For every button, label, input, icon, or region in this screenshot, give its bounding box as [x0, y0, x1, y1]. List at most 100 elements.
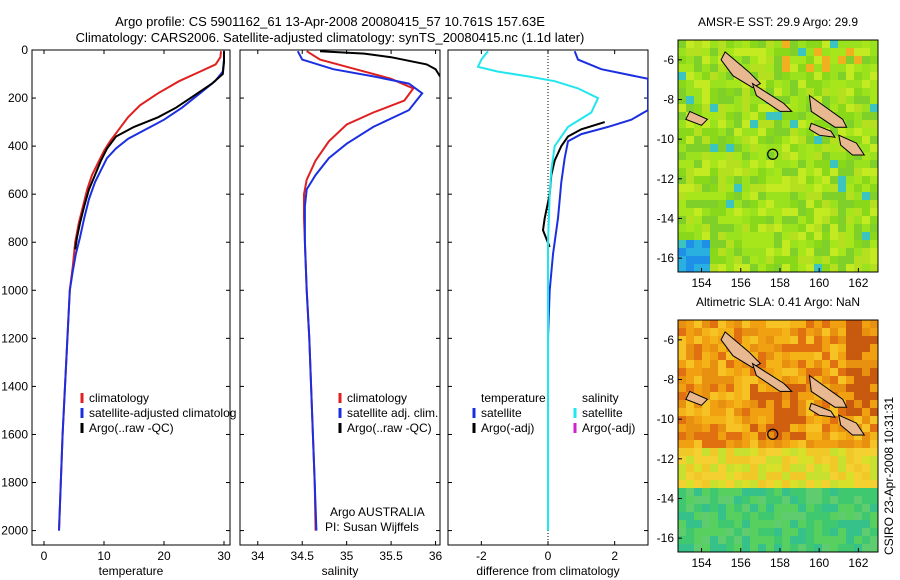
- sla_map-cell: [766, 360, 775, 369]
- sst_map-cell: [750, 216, 759, 225]
- sst_map-cell: [806, 144, 815, 153]
- sla_map-cell: [678, 416, 687, 425]
- sla_map-cell: [702, 400, 711, 409]
- sla_map-cell: [758, 472, 767, 481]
- sst_map-cell: [782, 256, 791, 265]
- sla_map-cell: [790, 336, 799, 345]
- sst_map-cell: [702, 96, 711, 105]
- sla_map-cell: [846, 536, 855, 545]
- sst_map-cell: [870, 168, 879, 177]
- sla_map-cell: [710, 440, 719, 449]
- sst_map-cell: [750, 248, 759, 257]
- sst_map-cell: [854, 256, 863, 265]
- sla_map-cell: [774, 424, 783, 433]
- sla_map-cell: [758, 376, 767, 385]
- sla_map-cell: [862, 544, 871, 553]
- sst_map-cell: [726, 232, 735, 241]
- sst_map-cell: [806, 80, 815, 89]
- sla_map-cell: [694, 544, 703, 553]
- sst_map-cell: [750, 144, 759, 153]
- sst_map-cell: [734, 96, 743, 105]
- sst_map-cell: [822, 56, 831, 65]
- sst_map-cell: [734, 48, 743, 57]
- sst_map-cell: [798, 128, 807, 137]
- sla_map-cell: [766, 528, 775, 537]
- sla_map-cell: [822, 464, 831, 473]
- sla_map-cell: [758, 464, 767, 473]
- sst_map-cell: [734, 88, 743, 97]
- sla_map-cell: [790, 512, 799, 521]
- sla_map-cell: [686, 400, 695, 409]
- sla_map-cell: [774, 504, 783, 513]
- sla_map-cell: [702, 320, 711, 329]
- sst_map-cell: [766, 208, 775, 217]
- sla_map-cell: [710, 400, 719, 409]
- sst_map-cell: [854, 216, 863, 225]
- sst_map-cell: [686, 256, 695, 265]
- sla_map-cell: [710, 528, 719, 537]
- sla_map-cell: [710, 464, 719, 473]
- sst_map-cell: [710, 168, 719, 177]
- sla_map-cell: [742, 440, 751, 449]
- sla_map-cell: [750, 520, 759, 529]
- sla_map-cell: [758, 424, 767, 433]
- sst_map-cell: [830, 184, 839, 193]
- sla_map-cell: [806, 536, 815, 545]
- sla_map-cell: [678, 384, 687, 393]
- sla_map-cell: [854, 336, 863, 345]
- sla_map-cell: [758, 448, 767, 457]
- sst_map-cell: [774, 240, 783, 249]
- sst_map-cell: [814, 168, 823, 177]
- sst_map-cell: [790, 120, 799, 129]
- sst_map-cell: [686, 224, 695, 233]
- sla_map-cell: [726, 424, 735, 433]
- sla_map-cell: [686, 496, 695, 505]
- sla_map-cell: [766, 472, 775, 481]
- sla_map-cell: [790, 520, 799, 529]
- sla_map-cell: [782, 464, 791, 473]
- sst_map-cell: [822, 168, 831, 177]
- sst_map-cell: [726, 176, 735, 185]
- sst_map-cell: [774, 80, 783, 89]
- sla_map-cell: [742, 384, 751, 393]
- sla_map-cell: [782, 536, 791, 545]
- sst_map-cell: [862, 128, 871, 137]
- sst_map-cell: [710, 72, 719, 81]
- sla_map-cell: [822, 512, 831, 521]
- sla_map-cell: [702, 456, 711, 465]
- sla_map-cell: [750, 424, 759, 433]
- sla_map-cell: [702, 480, 711, 489]
- sst_map-cell: [814, 64, 823, 73]
- y-tick-label: 0: [21, 43, 28, 57]
- sla_map-cell: [686, 488, 695, 497]
- diff-legend-temp-label: satellite: [481, 406, 522, 420]
- sst_map-cell: [750, 112, 759, 121]
- y-tick-label: 1600: [1, 427, 28, 441]
- sst_map-cell: [806, 192, 815, 201]
- sst_map-cell: [782, 88, 791, 97]
- sla_map-cell: [678, 392, 687, 401]
- sla_map-cell: [870, 360, 879, 369]
- sst_map-cell: [806, 184, 815, 193]
- sst_map-cell: [686, 136, 695, 145]
- sst_map-cell: [742, 48, 751, 57]
- temperature-x-tick-label: 20: [157, 549, 171, 563]
- sla_map-cell: [694, 464, 703, 473]
- sst_map-cell: [766, 192, 775, 201]
- sla_map-cell: [854, 456, 863, 465]
- sla_map-cell: [830, 504, 839, 513]
- sla_map-cell: [734, 376, 743, 385]
- sst_map-cell: [798, 72, 807, 81]
- sst_map-cell: [862, 192, 871, 201]
- sst_map-cell: [694, 152, 703, 161]
- sla_map-cell: [814, 464, 823, 473]
- sst_map-cell: [718, 184, 727, 193]
- sal-legend-label: climatology: [347, 391, 407, 405]
- sla_map-cell: [726, 448, 735, 457]
- sla_map-cell: [814, 432, 823, 441]
- sst_map-cell: [718, 96, 727, 105]
- sla_map-cell: [726, 376, 735, 385]
- sst_map-cell: [854, 64, 863, 73]
- sst_map-cell: [694, 216, 703, 225]
- y-tick-label: 800: [8, 235, 28, 249]
